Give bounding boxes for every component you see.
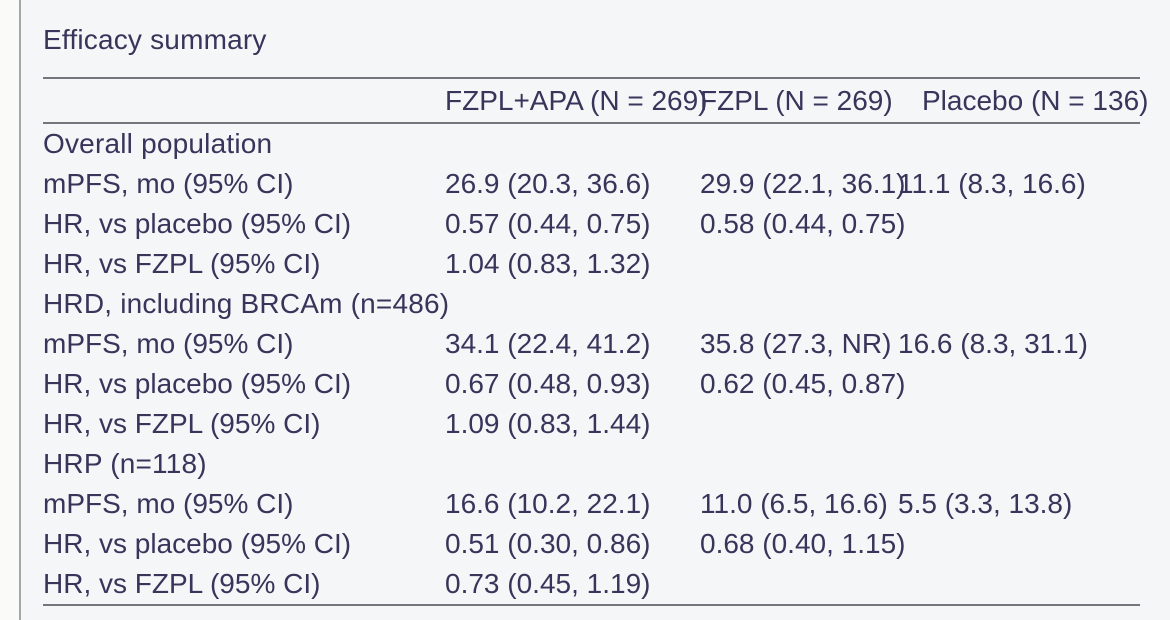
row-label: mPFS, mo (95% CI) [43, 328, 294, 359]
cell-placebo [890, 404, 1140, 444]
cell-placebo [890, 524, 1140, 564]
table-row: mPFS, mo (95% CI) 16.6 (10.2, 22.1) 11.0 (… [43, 484, 1140, 524]
left-margin-strip [0, 0, 19, 620]
efficacy-panel: Efficacy summary FZPL+APA (N = 269) FZPL… [43, 20, 1148, 606]
cell-fzpl-apa: 0.73 (0.45, 1.19) [445, 568, 651, 599]
row-label: HR, vs placebo (95% CI) [43, 208, 352, 239]
section-header: HRP (n=118) [43, 448, 207, 479]
column-header-fzpl: FZPL (N = 269) [700, 78, 893, 124]
table-body: Overall population mPFS, mo (95% CI) 26.9 … [43, 123, 1140, 605]
table-row: mPFS, mo (95% CI) 26.9 (20.3, 36.6) 29.9 (… [43, 164, 1140, 204]
efficacy-table: FZPL+APA (N = 269) FZPL (N = 269) Placeb… [43, 77, 1148, 606]
cell-fzpl [700, 404, 890, 444]
section-header-row: Overall population [43, 123, 1140, 164]
table-row: HR, vs placebo (95% CI) 0.57 (0.44, 0.75)… [43, 204, 1140, 244]
left-border-line [19, 0, 21, 620]
table-row: HR, vs placebo (95% CI) 0.51 (0.30, 0.86)… [43, 524, 1140, 564]
cell-fzpl: 0.62 (0.45, 0.87) [700, 368, 906, 399]
section-header: Overall population [43, 128, 273, 159]
cell-fzpl-apa: 0.67 (0.48, 0.93) [445, 368, 651, 399]
cell-placebo [890, 244, 1140, 284]
cell-fzpl-apa: 26.9 (20.3, 36.6) [445, 168, 651, 199]
page-title: Efficacy summary [43, 24, 267, 55]
table-header-row: FZPL+APA (N = 269) FZPL (N = 269) Placeb… [43, 78, 1148, 124]
table-row: HR, vs FZPL (95% CI) 1.09 (0.83, 1.44) [43, 404, 1140, 444]
cell-fzpl-apa: 0.57 (0.44, 0.75) [445, 208, 651, 239]
cell-fzpl [700, 564, 890, 605]
cell-fzpl: 29.9 (22.1, 36.1) [700, 168, 906, 199]
cell-placebo [890, 564, 1140, 605]
cell-placebo [890, 364, 1140, 404]
column-header-placebo: Placebo (N = 136) [890, 78, 1148, 124]
cell-fzpl: 11.0 (6.5, 16.6) [700, 488, 888, 519]
section-header-row: HRP (n=118) [43, 444, 1140, 484]
row-label: HR, vs placebo (95% CI) [43, 528, 352, 559]
table-row: HR, vs placebo (95% CI) 0.67 (0.48, 0.93)… [43, 364, 1140, 404]
cell-fzpl: 35.8 (27.3, NR) [700, 328, 892, 359]
section-header: HRD, including BRCAm (n=486) [43, 288, 450, 319]
cell-fzpl: 0.68 (0.40, 1.15) [700, 528, 906, 559]
table-row: HR, vs FZPL (95% CI) 0.73 (0.45, 1.19) [43, 564, 1140, 605]
cell-placebo: 16.6 (8.3, 31.1) [898, 328, 1088, 359]
cell-fzpl-apa: 0.51 (0.30, 0.86) [445, 528, 651, 559]
cell-fzpl: 0.58 (0.44, 0.75) [700, 208, 906, 239]
row-label: mPFS, mo (95% CI) [43, 168, 294, 199]
row-label: HR, vs FZPL (95% CI) [43, 248, 321, 279]
row-label: mPFS, mo (95% CI) [43, 488, 294, 519]
cell-placebo: 11.1 (8.3, 16.6) [898, 168, 1086, 199]
row-label: HR, vs placebo (95% CI) [43, 368, 352, 399]
cell-fzpl-apa: 1.09 (0.83, 1.44) [445, 408, 651, 439]
cell-fzpl-apa: 16.6 (10.2, 22.1) [445, 488, 651, 519]
row-label: HR, vs FZPL (95% CI) [43, 568, 321, 599]
section-header-row: HRD, including BRCAm (n=486) [43, 284, 1140, 324]
table-row: mPFS, mo (95% CI) 34.1 (22.4, 41.2) 35.8 (… [43, 324, 1140, 364]
table-row: HR, vs FZPL (95% CI) 1.04 (0.83, 1.32) [43, 244, 1140, 284]
row-label: HR, vs FZPL (95% CI) [43, 408, 321, 439]
cell-placebo [890, 204, 1140, 244]
cell-fzpl-apa: 1.04 (0.83, 1.32) [445, 248, 651, 279]
cell-fzpl-apa: 34.1 (22.4, 41.2) [445, 328, 651, 359]
column-header-fzpl-apa: FZPL+APA (N = 269) [445, 78, 708, 124]
column-header-empty [43, 78, 445, 124]
cell-placebo: 5.5 (3.3, 13.8) [898, 488, 1073, 519]
cell-fzpl [700, 244, 890, 284]
